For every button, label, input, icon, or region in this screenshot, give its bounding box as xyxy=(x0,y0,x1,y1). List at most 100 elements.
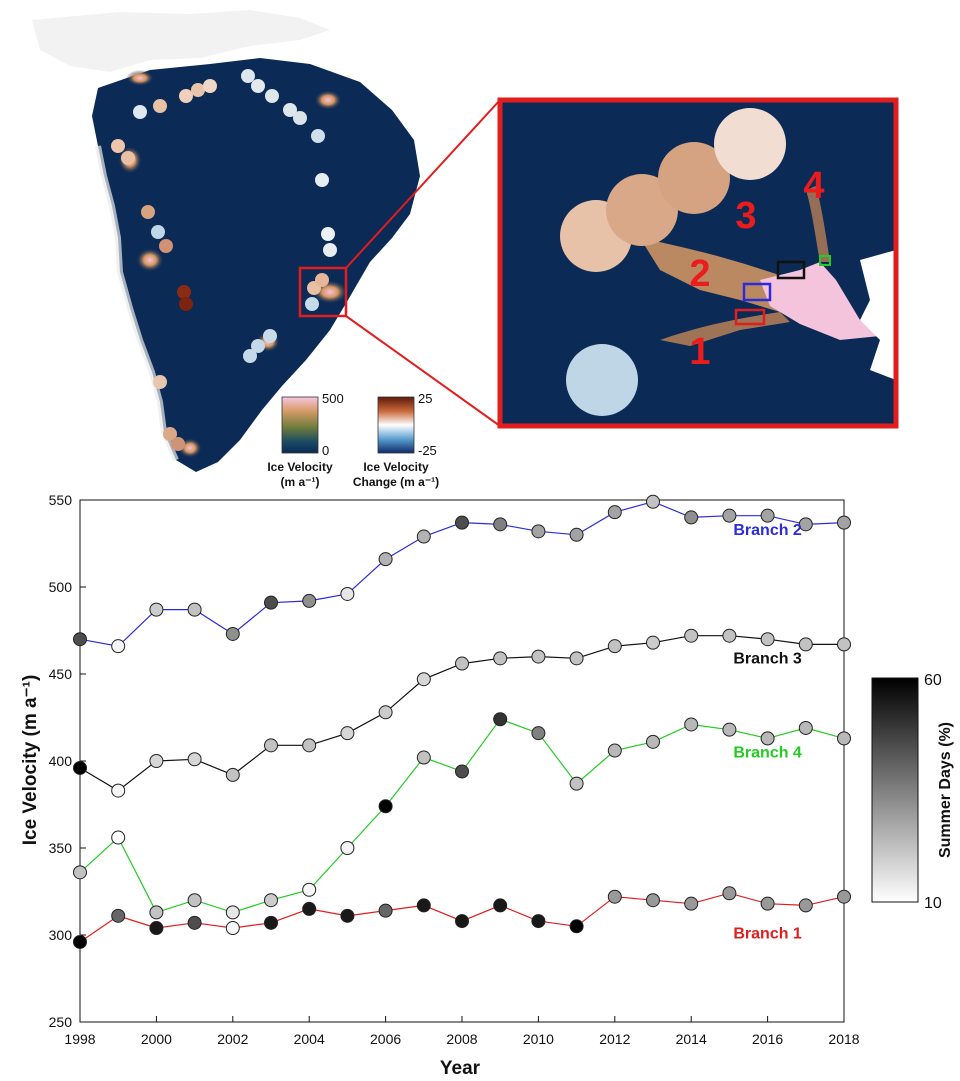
branch-2-point xyxy=(73,632,87,647)
ice-sheet xyxy=(92,58,420,472)
branch-3-point xyxy=(455,656,469,671)
branch-4-point xyxy=(340,841,355,855)
x-tick-label: 2018 xyxy=(828,1031,859,1047)
branch-3-point xyxy=(340,726,355,741)
velocity-scale-min: 0 xyxy=(322,443,329,458)
branch-1-point xyxy=(187,915,202,930)
inset-dot-3 xyxy=(658,142,730,214)
branch-4-point xyxy=(225,905,240,920)
velocity-scale-max: 500 xyxy=(322,391,344,406)
inset-label-1: 1 xyxy=(689,331,710,373)
change-scale-title-1: Ice Velocity xyxy=(363,460,429,474)
branch-2-point xyxy=(607,505,622,520)
y-tick-label: 550 xyxy=(49,492,73,508)
inset-zoom: 1 2 3 4 xyxy=(497,97,899,429)
branch-2-point xyxy=(264,595,278,610)
branch-1-point xyxy=(302,901,317,916)
branch-1-point xyxy=(149,921,164,936)
x-tick-label: 2000 xyxy=(141,1031,172,1047)
branch2-site-box xyxy=(742,282,772,302)
change-scale-max: 25 xyxy=(418,391,432,406)
plot-frame xyxy=(79,499,845,1023)
inset-dot-5 xyxy=(566,344,638,416)
x-tick-label: 2012 xyxy=(599,1031,630,1047)
inset-frame xyxy=(497,97,899,429)
connector-line-top xyxy=(345,99,501,269)
branch-3-point xyxy=(837,637,851,652)
branch-2-point xyxy=(569,527,584,542)
outlet-glow-nw xyxy=(126,70,154,86)
branch-2-point xyxy=(302,593,317,608)
branch-4-point xyxy=(531,726,546,741)
colorbar-bar xyxy=(871,677,919,903)
branch-4-point xyxy=(607,743,622,758)
locator-box xyxy=(298,266,348,318)
branch-4-point xyxy=(73,865,87,880)
branch-1-point xyxy=(493,898,508,913)
branch-1-point xyxy=(760,896,775,911)
branch4-site-box xyxy=(819,255,831,266)
branch-2-point xyxy=(798,517,813,532)
branch-3-point xyxy=(798,637,813,652)
branch-2-point xyxy=(455,515,469,530)
inset-dot-4 xyxy=(714,108,786,180)
glacier-flow-branch1 xyxy=(660,312,790,346)
inset-label-3: 3 xyxy=(735,195,756,237)
x-tick-label: 2010 xyxy=(523,1031,554,1047)
change-scale: 25 -25 Ice Velocity Change (m a⁻¹) xyxy=(353,391,439,489)
velocity-scale: 500 0 Ice Velocity (m a⁻¹) xyxy=(267,391,343,489)
y-tick-label: 350 xyxy=(49,840,73,856)
branch-3-point xyxy=(149,754,164,768)
velocity-scale-title-1: Ice Velocity xyxy=(267,460,333,474)
branch-2-point xyxy=(187,602,202,617)
branch-2-point xyxy=(111,639,126,654)
velocity-scale-bar xyxy=(281,396,319,454)
summer-days-colorbar: 60 10 Summer Days (%) xyxy=(871,672,954,912)
branch-1-point xyxy=(798,898,813,913)
branch-1-point xyxy=(722,886,737,901)
colorbar-max: 60 xyxy=(924,672,942,689)
branch-3-point xyxy=(225,767,240,782)
branch-4-label: Branch 4 xyxy=(733,745,802,762)
branch-3-point xyxy=(73,760,87,775)
x-axis-label: Year xyxy=(440,1058,481,1079)
outlet-glow-ne xyxy=(314,90,342,110)
x-tick-label: 2008 xyxy=(446,1031,477,1047)
land-east xyxy=(860,250,896,380)
colorbar-min: 10 xyxy=(924,895,942,912)
branch-3-point xyxy=(302,738,317,753)
branch3-site-box xyxy=(776,260,806,280)
change-scale-bar xyxy=(377,396,415,454)
branch-4-point xyxy=(684,717,699,732)
branch-1-point xyxy=(569,919,584,934)
y-tick-label: 400 xyxy=(49,753,73,769)
branch-2-point xyxy=(378,552,393,567)
branch-2-label: Branch 2 xyxy=(733,522,802,539)
branch-2-point xyxy=(225,626,240,641)
branch-2-point xyxy=(416,529,431,544)
branch-3-point xyxy=(760,632,775,647)
branch-1-point xyxy=(684,896,699,911)
x-tick-label: 2004 xyxy=(294,1031,325,1047)
branch-4-point xyxy=(111,830,126,845)
branch-3-point xyxy=(684,628,699,643)
x-tick-label: 2006 xyxy=(370,1031,401,1047)
branch-4-point xyxy=(378,799,393,814)
branch-1-point xyxy=(455,914,469,929)
glacier-flow-branch4 xyxy=(806,186,830,262)
y-tick-label: 300 xyxy=(49,927,73,943)
series-points xyxy=(73,494,851,949)
glacier-flow-fast xyxy=(760,262,880,340)
y-tick-label: 500 xyxy=(49,579,73,595)
branch-2-point xyxy=(149,602,164,617)
branch-3-point xyxy=(722,628,737,643)
branch-2-point xyxy=(837,515,851,530)
branch-1-point xyxy=(264,915,278,930)
northern-islands xyxy=(32,10,330,72)
branch-4-point xyxy=(302,882,317,897)
branch-3-point xyxy=(416,672,431,687)
change-dots xyxy=(111,69,337,451)
inset-label-2: 2 xyxy=(689,253,710,295)
y-tick-label: 450 xyxy=(49,666,73,682)
branch-3-label: Branch 3 xyxy=(733,651,802,668)
